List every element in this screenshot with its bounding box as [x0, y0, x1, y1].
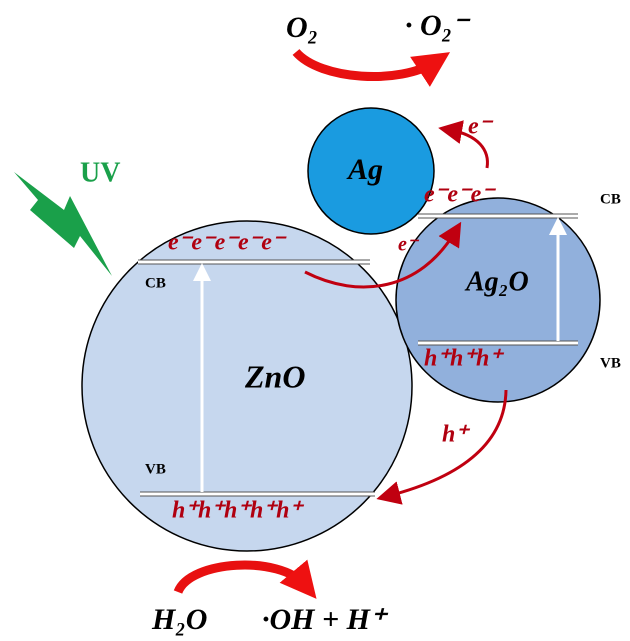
- ag2o-cb: CB: [600, 191, 621, 207]
- superoxide: · O₂⁻: [405, 9, 471, 42]
- diagram: O₂ · O₂⁻ e⁻ Ag UV e⁻e⁻e⁻ CB e⁻e⁻e⁻e⁻e⁻ C…: [0, 0, 630, 641]
- ag2o-label: Ag₂O: [464, 266, 529, 297]
- ag-label: Ag: [346, 153, 383, 186]
- zno-vb: VB: [145, 461, 166, 477]
- products: ·OH + H⁺: [262, 603, 389, 636]
- zno-cb-electrons: e⁻e⁻e⁻e⁻e⁻: [168, 230, 287, 256]
- transfer-electron: e⁻: [398, 234, 420, 256]
- ag2o-vb: VB: [600, 355, 621, 371]
- zno-cb: CB: [145, 275, 166, 291]
- transfer-hole: h⁺: [442, 422, 470, 448]
- zno-vb-holes: h⁺h⁺h⁺h⁺h⁺: [172, 498, 304, 524]
- o2: O₂: [286, 11, 318, 44]
- uv-label: UV: [80, 157, 120, 188]
- ag2o-cb-electrons: e⁻e⁻e⁻: [424, 182, 496, 208]
- ag2o-vb-holes: h⁺h⁺h⁺: [424, 346, 504, 372]
- ag-electron: e⁻: [468, 114, 494, 140]
- h2o: H₂O: [151, 603, 207, 636]
- zno-label: ZnO: [244, 358, 305, 394]
